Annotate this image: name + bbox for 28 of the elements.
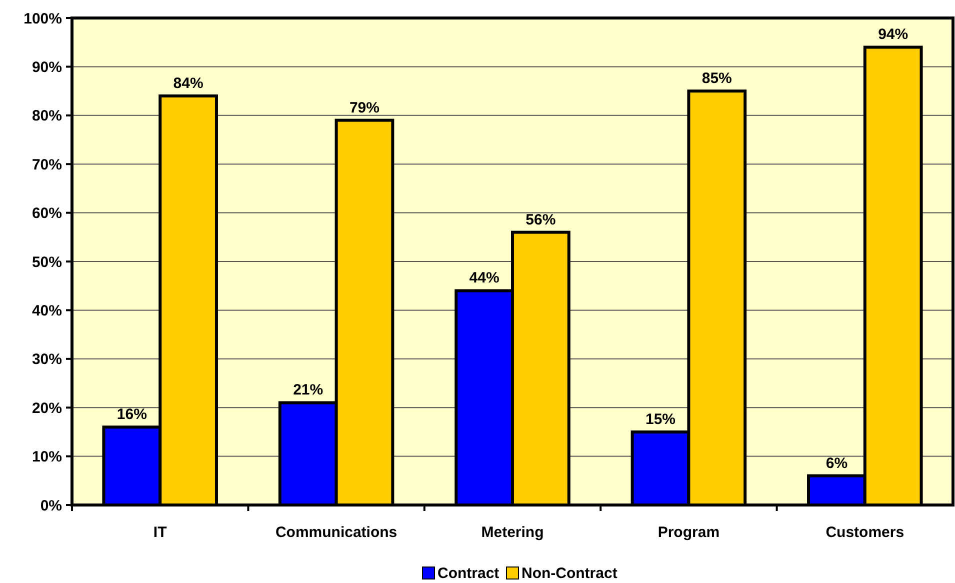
y-tick-label: 30% xyxy=(32,351,62,368)
data-label: 56% xyxy=(526,211,556,228)
x-tick-label: Metering xyxy=(481,524,544,541)
y-tick-label: 10% xyxy=(32,448,62,466)
y-tick-label: 20% xyxy=(32,400,62,417)
y-tick-label: 90% xyxy=(32,58,62,76)
y-tick-label: 80% xyxy=(32,108,62,125)
data-label: 79% xyxy=(349,99,380,116)
y-tick-label: 50% xyxy=(32,254,62,271)
x-tick-label: Customers xyxy=(826,524,904,541)
data-label: 84% xyxy=(173,74,204,92)
x-tick-label: Communications xyxy=(275,524,398,541)
data-label: 44% xyxy=(469,270,500,287)
x-tick-label: Program xyxy=(658,524,720,541)
data-label: 21% xyxy=(293,382,324,399)
y-tick-label: 60% xyxy=(32,205,62,222)
x-tick-label: IT xyxy=(153,524,167,541)
legend-label: Contract xyxy=(438,565,500,582)
data-label: 6% xyxy=(826,454,848,472)
y-tick-label: 100% xyxy=(24,10,62,28)
data-label: 85% xyxy=(702,70,732,88)
y-tick-label: 70% xyxy=(32,156,62,174)
legend-label: Non-Contract xyxy=(522,565,618,582)
data-label: 94% xyxy=(878,26,908,44)
data-label: 15% xyxy=(645,410,676,428)
y-tick-label: 40% xyxy=(32,302,62,320)
data-label: 16% xyxy=(116,406,147,424)
y-tick-label: 0% xyxy=(40,497,62,514)
